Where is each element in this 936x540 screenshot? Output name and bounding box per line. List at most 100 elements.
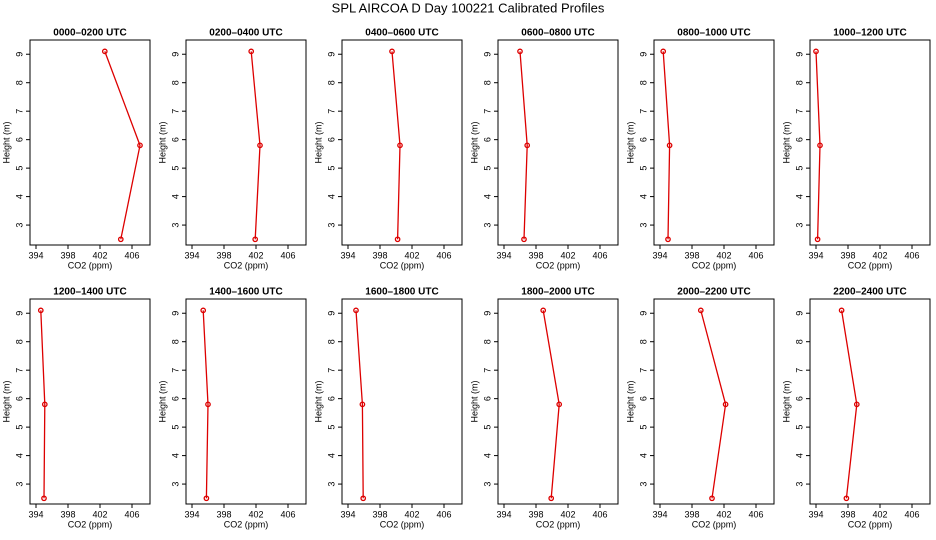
- y-tick-label: 7: [170, 109, 180, 114]
- profile-point: [666, 142, 673, 149]
- profile-point: [205, 401, 211, 408]
- plot-frame: [653, 39, 775, 246]
- y-tick-label: 7: [170, 368, 180, 373]
- x-tick-label: 406: [748, 509, 763, 519]
- y-tick-label: 3: [170, 223, 180, 228]
- profile-point: [697, 307, 704, 314]
- profile-line: [250, 51, 261, 240]
- y-tick-label: 4: [14, 453, 24, 458]
- y-tick-label: 9: [170, 311, 180, 316]
- y-tick-label: 5: [170, 425, 180, 430]
- y-tick-label: 9: [638, 52, 648, 57]
- panel: 1200–1400 UTC 394 398 402 406 3 4 5 6 7 8 9 CO2 (ppm…: [1, 287, 151, 529]
- profile-point: [41, 401, 48, 408]
- y-tick-label: 9: [326, 52, 336, 57]
- y-axis-label: Height (m): [157, 121, 167, 163]
- profile-line: [840, 310, 858, 499]
- x-tick-label: 406: [904, 509, 919, 519]
- y-tick-label: 7: [326, 368, 336, 373]
- y-tick-label: 3: [794, 482, 804, 487]
- y-tick-label: 9: [638, 311, 648, 316]
- profile-line: [391, 51, 401, 240]
- profile-point: [101, 48, 108, 55]
- y-tick-label: 6: [326, 137, 336, 142]
- y-tick-label: 7: [638, 109, 648, 114]
- x-tick-label: 398: [840, 509, 855, 519]
- plot-frame: [185, 298, 307, 505]
- x-axis-label: CO2 (ppm): [848, 519, 893, 529]
- x-tick-label: 398: [528, 509, 543, 519]
- y-tick-label: 3: [14, 482, 24, 487]
- profile-point: [517, 48, 523, 55]
- profile-point: [838, 307, 845, 314]
- y-tick-label: 7: [638, 368, 648, 373]
- y-tick-label: 5: [170, 166, 180, 171]
- y-tick-label: 7: [794, 368, 804, 373]
- panel: 1400–1600 UTC 394 398 402 406 3 4 5 6 7 8 9 CO2 (ppm…: [157, 287, 307, 529]
- y-tick-label: 3: [326, 482, 336, 487]
- y-tick-label: 4: [482, 194, 492, 199]
- x-tick-label: 402: [404, 509, 419, 519]
- plot-frame: [653, 298, 775, 505]
- panel: 0200–0400 UTC 394 398 402 406 3 4 5 6 7 8 9 CO2 (ppm…: [157, 28, 307, 270]
- y-axis-label: Height (m): [157, 380, 167, 422]
- y-axis-label: Height (m): [781, 121, 791, 163]
- y-tick-label: 8: [170, 80, 180, 85]
- x-tick-label: 394: [184, 509, 199, 519]
- y-axis-label: Height (m): [313, 380, 323, 422]
- x-axis-label: CO2 (ppm): [68, 260, 113, 270]
- profile-point: [722, 401, 729, 408]
- x-tick-label: 398: [684, 509, 699, 519]
- panel-title: 2000–2200 UTC: [677, 287, 750, 298]
- y-tick-label: 9: [794, 52, 804, 57]
- y-tick-label: 5: [482, 166, 492, 171]
- panel: 2200–2400 UTC 394 398 402 406 3 4 5 6 7 8 9 CO2 (ppm…: [781, 287, 931, 529]
- y-tick-label: 6: [482, 137, 492, 142]
- page-title: SPL AIRCOA D Day 100221 Calibrated Profi…: [332, 0, 605, 15]
- x-tick-label: 402: [92, 250, 107, 260]
- y-tick-label: 4: [638, 453, 648, 458]
- profile-point: [252, 236, 259, 243]
- y-tick-label: 7: [326, 109, 336, 114]
- plot-frame: [809, 298, 931, 505]
- x-axis-label: CO2 (ppm): [224, 519, 269, 529]
- profile-line: [202, 310, 209, 499]
- y-tick-label: 9: [170, 52, 180, 57]
- y-tick-label: 5: [638, 425, 648, 430]
- plot-frame: [185, 39, 307, 246]
- profile-point: [814, 236, 821, 243]
- panel-title: 1800–2000 UTC: [521, 287, 594, 298]
- y-tick-label: 4: [482, 453, 492, 458]
- x-axis-label: CO2 (ppm): [536, 260, 581, 270]
- y-tick-label: 4: [326, 453, 336, 458]
- profile-line: [104, 51, 141, 240]
- y-tick-label: 5: [326, 425, 336, 430]
- y-tick-label: 8: [482, 80, 492, 85]
- y-tick-label: 9: [794, 311, 804, 316]
- profile-point: [359, 401, 366, 408]
- y-tick-label: 9: [14, 52, 24, 57]
- profile-line: [355, 310, 364, 499]
- plot-frame: [497, 298, 619, 505]
- y-tick-label: 8: [14, 80, 24, 85]
- panel: 0400–0600 UTC 394 398 402 406 3 4 5 6 7 8 9 CO2 (ppm…: [313, 28, 463, 270]
- y-axis-label: Height (m): [469, 380, 479, 422]
- profile-point: [248, 48, 255, 55]
- y-tick-label: 8: [170, 339, 180, 344]
- plot-frame: [809, 39, 931, 246]
- y-tick-label: 8: [638, 339, 648, 344]
- panel: 2000–2200 UTC 394 398 402 406 3 4 5 6 7 8 9 CO2 (ppm…: [625, 287, 775, 529]
- y-axis-label: Height (m): [313, 121, 323, 163]
- y-tick-label: 5: [482, 425, 492, 430]
- x-tick-label: 398: [372, 250, 387, 260]
- profile-point: [117, 236, 124, 243]
- profile-point: [200, 307, 207, 314]
- y-tick-label: 3: [326, 223, 336, 228]
- panel-title: 0000–0200 UTC: [53, 28, 126, 39]
- panel-title: 0200–0400 UTC: [209, 28, 282, 39]
- y-tick-label: 5: [14, 425, 24, 430]
- y-tick-label: 6: [170, 137, 180, 142]
- plot-frame: [29, 39, 151, 246]
- panel-title: 0400–0600 UTC: [365, 28, 438, 39]
